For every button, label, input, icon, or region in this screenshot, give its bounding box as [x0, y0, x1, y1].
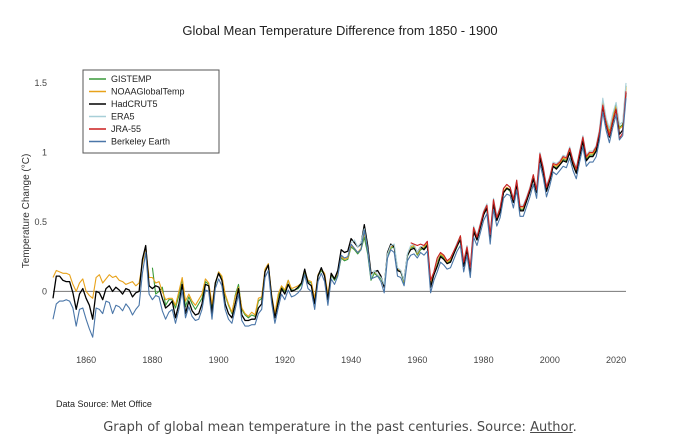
y-tick-label: 1 — [42, 147, 47, 157]
x-tick-label: 1880 — [142, 355, 162, 365]
x-tick-label: 2020 — [606, 355, 626, 365]
y-tick-label: 0 — [42, 286, 47, 296]
legend-label: Berkeley Earth — [111, 137, 170, 147]
y-axis-title: Temperature Change (°C) — [21, 154, 32, 269]
axes: 1860 1880 1900 1920 1940 1960 1980 2000 2020 0 0.5… — [34, 78, 626, 365]
x-tick-label: 1860 — [76, 355, 96, 365]
legend-box — [82, 69, 220, 154]
x-tick-label: 1980 — [474, 355, 494, 365]
series-line-jra-55 — [410, 91, 627, 281]
x-tick-label: 1900 — [209, 355, 229, 365]
caption-text: Graph of global mean temperature in the … — [103, 420, 531, 435]
y-tick-label: 0.5 — [34, 217, 47, 227]
x-tick-label: 1920 — [275, 355, 295, 365]
data-source-note: Data Source: Met Office — [56, 399, 152, 409]
x-tick-label: 1940 — [341, 355, 361, 365]
legend: GISTEMP NOAAGlobalTemp HadCRUT5 ERA5 JRA-55 B… — [82, 69, 220, 154]
legend-label: GISTEMP — [111, 74, 152, 84]
author-link[interactable]: Author — [530, 420, 573, 435]
chart-title: Global Mean Temperature Difference from … — [182, 23, 497, 38]
x-tick-label: 1960 — [407, 355, 427, 365]
series-line-era5 — [350, 82, 627, 285]
x-tick-label: 2000 — [540, 355, 560, 365]
series-lines — [52, 82, 627, 338]
legend-label: ERA5 — [111, 112, 135, 122]
series-line-berkeley-earth — [52, 98, 627, 338]
figure-caption: Graph of global mean temperature in the … — [0, 420, 680, 435]
legend-label: HadCRUT5 — [111, 99, 158, 109]
caption-suffix: . — [572, 420, 577, 435]
y-tick-label: 1.5 — [34, 78, 47, 88]
series-line-hadcrut5 — [52, 92, 627, 322]
legend-label: JRA-55 — [111, 124, 141, 134]
legend-label: NOAAGlobalTemp — [111, 87, 185, 97]
